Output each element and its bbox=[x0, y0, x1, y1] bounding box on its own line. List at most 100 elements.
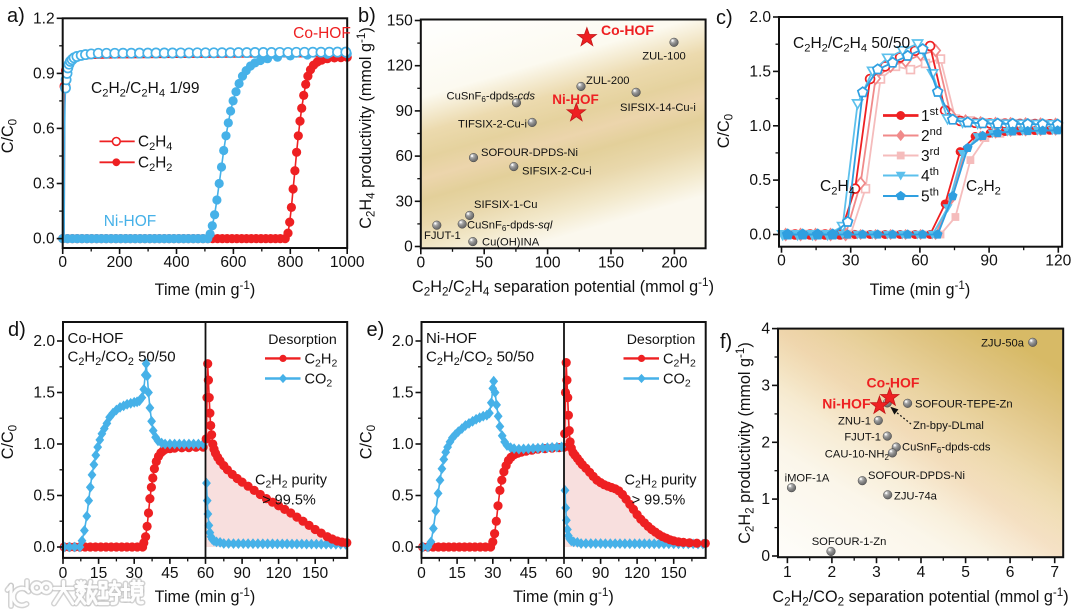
svg-text:4: 4 bbox=[761, 321, 770, 338]
svg-text:C/C0​: C/C0​ bbox=[0, 118, 20, 153]
svg-text:C2​H4​: C2​H4​ bbox=[138, 134, 172, 153]
svg-text:C2​H2​/C2​H4​ 50/50: C2​H2​/C2​H4​ 50/50 bbox=[793, 35, 911, 54]
svg-text:60: 60 bbox=[197, 565, 215, 582]
svg-text:1st​: 1st​ bbox=[921, 106, 939, 125]
svg-text:C2​H2​/CO2​ separation potenti: C2​H2​/CO2​ separation potential (mmol g… bbox=[772, 586, 1068, 609]
svg-text:3: 3 bbox=[761, 377, 770, 394]
svg-text:50: 50 bbox=[476, 254, 494, 271]
svg-text:15: 15 bbox=[90, 565, 108, 582]
svg-text:C2​H2​/C2​H4​ separation poten: C2​H2​/C2​H4​ separation potential (mmol… bbox=[412, 276, 714, 299]
svg-text:> 99.5%: > 99.5% bbox=[632, 493, 686, 509]
svg-text:2.0: 2.0 bbox=[33, 333, 55, 350]
svg-text:0: 0 bbox=[761, 548, 770, 565]
svg-text:ZJU-50a: ZJU-50a bbox=[981, 338, 1025, 350]
svg-text:0: 0 bbox=[59, 565, 68, 582]
svg-text:200: 200 bbox=[107, 254, 133, 271]
svg-text:CAU-10-NH2​: CAU-10-NH2​ bbox=[825, 449, 890, 463]
svg-text:0: 0 bbox=[404, 239, 413, 256]
svg-text:C/C0​: C/C0​ bbox=[358, 424, 379, 459]
svg-text:90: 90 bbox=[395, 103, 413, 120]
svg-text:C2​H2​/CO2​ 50/50: C2​H2​/CO2​ 50/50 bbox=[68, 349, 176, 368]
svg-text:15: 15 bbox=[448, 565, 466, 582]
svg-text:Ni-HOF: Ni-HOF bbox=[104, 213, 157, 230]
svg-text:> 99.5%: > 99.5% bbox=[262, 493, 316, 509]
svg-text:3: 3 bbox=[872, 564, 881, 581]
svg-text:5: 5 bbox=[961, 564, 970, 581]
svg-text:0: 0 bbox=[777, 253, 786, 270]
svg-text:C2​H4​: C2​H4​ bbox=[820, 178, 855, 197]
svg-text:90: 90 bbox=[233, 565, 251, 582]
svg-text:Co-HOF: Co-HOF bbox=[601, 22, 654, 38]
svg-text:iMOF-1A: iMOF-1A bbox=[785, 473, 830, 485]
svg-text:800: 800 bbox=[277, 254, 303, 271]
svg-text:CO2​: CO2​ bbox=[305, 372, 333, 390]
svg-text:30: 30 bbox=[126, 565, 144, 582]
svg-text:45: 45 bbox=[161, 565, 179, 582]
svg-text:45: 45 bbox=[520, 565, 538, 582]
svg-text:0.5: 0.5 bbox=[392, 488, 414, 505]
svg-text:C2​H2​ purity: C2​H2​ purity bbox=[255, 473, 328, 491]
svg-text:C/C0​: C/C0​ bbox=[0, 424, 20, 459]
svg-text:0: 0 bbox=[417, 565, 426, 582]
svg-text:1: 1 bbox=[783, 564, 792, 581]
svg-text:0.3: 0.3 bbox=[33, 176, 55, 193]
svg-text:30: 30 bbox=[842, 253, 860, 270]
svg-text:100: 100 bbox=[535, 254, 561, 271]
svg-text:0.0: 0.0 bbox=[392, 539, 414, 556]
svg-text:0.5: 0.5 bbox=[33, 488, 55, 505]
svg-text:CuSnF6​-dpds-sql: CuSnF6​-dpds-sql bbox=[467, 220, 553, 234]
svg-text:7: 7 bbox=[1050, 564, 1059, 581]
svg-text:C2​H2​: C2​H2​ bbox=[663, 352, 696, 370]
svg-text:SIFSIX-14-Cu-i: SIFSIX-14-Cu-i bbox=[620, 102, 696, 114]
svg-text:2: 2 bbox=[761, 434, 770, 451]
svg-text:120: 120 bbox=[624, 565, 650, 582]
svg-text:FJUT-1: FJUT-1 bbox=[424, 230, 461, 242]
svg-text:150: 150 bbox=[387, 13, 413, 30]
svg-text:2.0: 2.0 bbox=[749, 9, 771, 26]
svg-text:1.0: 1.0 bbox=[749, 118, 771, 135]
svg-text:90: 90 bbox=[592, 565, 610, 582]
svg-text:Cu(OH)INA: Cu(OH)INA bbox=[482, 237, 540, 249]
svg-text:600: 600 bbox=[220, 254, 246, 271]
svg-text:C2​H2​/C2​H4​ 1/99: C2​H2​/C2​H4​ 1/99 bbox=[91, 80, 200, 99]
svg-text:Zn-bpy-DLmal: Zn-bpy-DLmal bbox=[913, 420, 984, 432]
svg-text:5th​: 5th​ bbox=[921, 187, 939, 206]
svg-text:Desorption: Desorption bbox=[268, 332, 337, 348]
svg-text:Co-HOF: Co-HOF bbox=[867, 375, 920, 391]
svg-text:TIFSIX-2-Cu-i: TIFSIX-2-Cu-i bbox=[458, 119, 527, 131]
svg-text:150: 150 bbox=[598, 254, 624, 271]
svg-text:90: 90 bbox=[980, 253, 998, 270]
svg-text:ZNU-1: ZNU-1 bbox=[838, 416, 871, 428]
svg-text:0.5: 0.5 bbox=[749, 172, 771, 189]
svg-text:Ni-HOF: Ni-HOF bbox=[426, 330, 477, 347]
svg-text:ZJU-74a: ZJU-74a bbox=[894, 490, 938, 502]
svg-text:c): c) bbox=[716, 7, 733, 29]
svg-text:2: 2 bbox=[828, 564, 837, 581]
svg-text:ZUL-200: ZUL-200 bbox=[586, 75, 630, 87]
svg-text:CuSnF6​-dpds-cds: CuSnF6​-dpds-cds bbox=[447, 91, 536, 105]
svg-text:e): e) bbox=[367, 319, 385, 341]
svg-text:Time (min g-1​): Time (min g-1​) bbox=[155, 586, 256, 606]
svg-text:C2​H2​: C2​H2​ bbox=[138, 155, 172, 174]
svg-text:SOFOUR-DPDS-Ni: SOFOUR-DPDS-Ni bbox=[481, 147, 578, 159]
svg-text:Ni-HOF: Ni-HOF bbox=[552, 92, 599, 107]
svg-text:SIFSIX-2-Cu-i: SIFSIX-2-Cu-i bbox=[522, 166, 592, 178]
svg-text:1.2: 1.2 bbox=[33, 10, 55, 27]
svg-text:CO2​: CO2​ bbox=[663, 372, 691, 390]
svg-text:f): f) bbox=[720, 331, 732, 353]
svg-text:120: 120 bbox=[1045, 253, 1071, 270]
svg-text:0.0: 0.0 bbox=[749, 227, 771, 244]
svg-text:120: 120 bbox=[387, 58, 413, 75]
svg-text:C2​H2​: C2​H2​ bbox=[305, 352, 338, 370]
svg-text:2.0: 2.0 bbox=[392, 333, 414, 350]
svg-text:d): d) bbox=[8, 319, 26, 341]
svg-text:CuSnF6​-dpds-cds: CuSnF6​-dpds-cds bbox=[902, 442, 991, 456]
svg-text:0.0: 0.0 bbox=[33, 231, 55, 248]
svg-text:a): a) bbox=[7, 5, 25, 27]
svg-text:0.6: 0.6 bbox=[33, 120, 55, 137]
svg-text:C2​H4​ productivity (mmol g-1​: C2​H4​ productivity (mmol g-1​) bbox=[355, 27, 378, 229]
svg-text:150: 150 bbox=[302, 565, 328, 582]
svg-text:4: 4 bbox=[917, 564, 926, 581]
svg-text:400: 400 bbox=[163, 254, 189, 271]
svg-text:ZUL-100: ZUL-100 bbox=[642, 51, 686, 63]
